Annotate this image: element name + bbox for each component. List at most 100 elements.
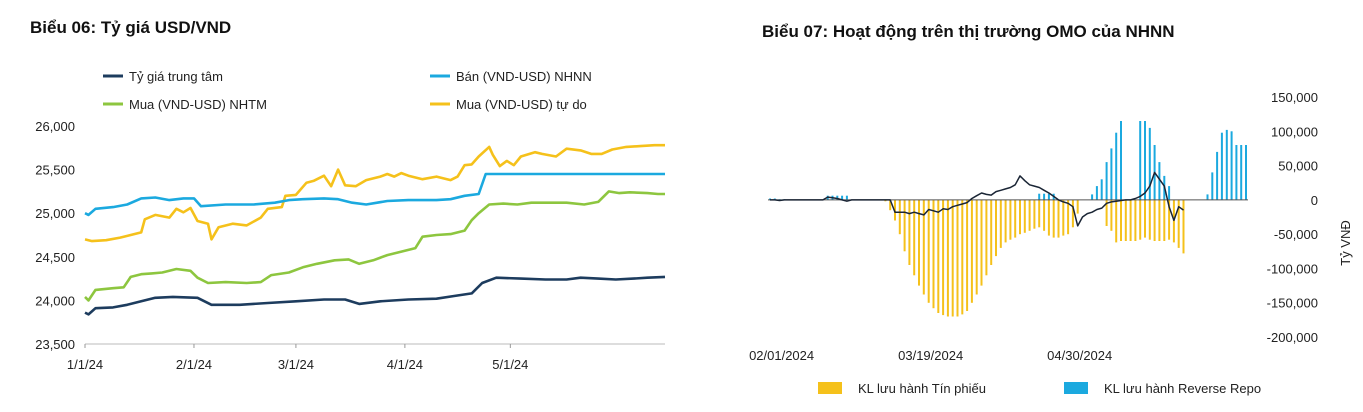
bill-bar — [1144, 199, 1146, 238]
bill-bar — [894, 199, 896, 221]
x-tick-label: 04/30/2024 — [1047, 348, 1112, 363]
repo-bar — [836, 195, 839, 200]
bill-bar — [884, 199, 887, 202]
x-tick-label: 02/01/2024 — [749, 348, 814, 363]
repo-bar — [1230, 131, 1233, 200]
repo-bar — [1163, 175, 1166, 200]
series-line-4 — [84, 143, 665, 243]
repo-bar — [1100, 179, 1103, 200]
x-tick-label: 5/1/24 — [492, 357, 528, 372]
x-tick-label: 3/1/24 — [278, 357, 314, 372]
repo-bar — [778, 199, 781, 200]
bill-bar — [903, 199, 906, 252]
bill-bar — [1038, 199, 1041, 228]
repo-bar — [1148, 127, 1151, 200]
y-tick-label: 0 — [1311, 193, 1318, 208]
repo-bar — [1220, 132, 1223, 200]
bill-bar — [951, 199, 954, 317]
y-tick-label: 150,000 — [1271, 90, 1318, 105]
repo-bar — [1047, 193, 1050, 200]
bill-bar — [966, 199, 969, 311]
bill-bar — [961, 199, 964, 315]
repo-bar — [1211, 172, 1214, 200]
y-tick-label: 50,000 — [1278, 159, 1318, 174]
bill-bar — [1172, 199, 1175, 243]
series-line-2 — [84, 172, 665, 217]
repo-bar — [826, 195, 829, 200]
repo-bar — [1095, 186, 1098, 200]
repo-bar — [1091, 194, 1094, 200]
bill-bar — [980, 199, 983, 286]
repo-bar — [1240, 145, 1243, 200]
legend-label: Bán (VND-USD) NHNN — [456, 69, 592, 84]
bill-bar — [1168, 199, 1171, 240]
repo-bar — [773, 198, 776, 200]
bill-bar — [985, 199, 988, 276]
bill-bar — [946, 199, 949, 317]
bill-bar — [1153, 199, 1156, 241]
legend-label: KL lưu hành Tín phiếu — [858, 381, 986, 396]
x-tick-label: 1/1/24 — [67, 357, 103, 372]
repo-bar — [1038, 193, 1041, 200]
y-tick-label: 25,000 — [35, 206, 75, 221]
legend-label: Mua (VND-USD) NHTM — [129, 97, 267, 112]
repo-bar — [1206, 194, 1209, 200]
bill-bar — [1052, 199, 1055, 238]
repo-bar — [769, 198, 771, 200]
y-tick-label: -150,000 — [1267, 296, 1318, 311]
bill-bar — [918, 199, 920, 286]
bill-bar — [1062, 199, 1065, 236]
repo-bar — [1115, 132, 1118, 200]
bill-bar — [956, 199, 959, 317]
legend-swatch — [818, 382, 842, 394]
bill-bar — [975, 199, 978, 295]
x-tick-label: 2/1/24 — [176, 357, 212, 372]
bill-bar — [1004, 199, 1007, 243]
bill-bar — [937, 199, 940, 313]
bill-bar — [1057, 199, 1060, 238]
bill-bar — [1139, 199, 1142, 240]
bill-bar — [1028, 199, 1031, 231]
bill-bar — [970, 199, 973, 303]
x-tick-label: 03/19/2024 — [898, 348, 963, 363]
bill-bar — [1120, 199, 1122, 241]
bill-bar — [1071, 199, 1074, 228]
x-tick-label: 4/1/24 — [387, 357, 423, 372]
repo-bar — [1168, 186, 1171, 200]
repo-bar — [1120, 121, 1122, 200]
bill-bar — [1148, 199, 1151, 240]
repo-bar — [1043, 193, 1046, 200]
y-tick-label: 24,000 — [35, 293, 75, 308]
bill-bar — [927, 199, 930, 303]
repo-bar — [1105, 162, 1108, 200]
bill-bar — [1134, 199, 1137, 241]
repo-bar — [1158, 162, 1161, 200]
bill-bar — [1019, 199, 1021, 235]
bill-bar — [1177, 199, 1180, 248]
repo-bar — [1216, 151, 1219, 200]
usd-vnd-exchange-rate-chart: 26,000 25,500 25,000 24,500 24,000 23,500 1/1/… — [35, 69, 666, 372]
bill-bar — [1067, 199, 1070, 235]
repo-bar — [1225, 129, 1228, 200]
y-tick-label: 26,000 — [35, 119, 75, 134]
bill-bar — [1076, 199, 1079, 214]
bill-bar — [932, 199, 935, 309]
repo-bar — [1153, 145, 1156, 200]
bill-bar — [1124, 199, 1127, 241]
bill-bar — [990, 199, 993, 265]
chart2-title: Biểu 07: Hoạt động trên thị trường OMO c… — [762, 22, 1175, 41]
bill-bar — [889, 199, 892, 211]
legend-label: KL lưu hành Reverse Repo — [1104, 381, 1261, 396]
bill-bar — [913, 199, 916, 276]
y-tick-label: 25,500 — [35, 163, 75, 178]
repo-bar — [1235, 145, 1238, 200]
legend-label: Mua (VND-USD) tự do — [456, 97, 587, 112]
y-tick-label: 100,000 — [1271, 124, 1318, 139]
series-line-3 — [84, 190, 665, 302]
bill-bar — [1047, 199, 1050, 236]
bill-bar — [995, 199, 997, 257]
bill-bar — [1163, 199, 1166, 241]
bill-bar — [898, 199, 901, 235]
bill-bar — [1043, 199, 1046, 231]
bill-bar — [1158, 199, 1161, 241]
